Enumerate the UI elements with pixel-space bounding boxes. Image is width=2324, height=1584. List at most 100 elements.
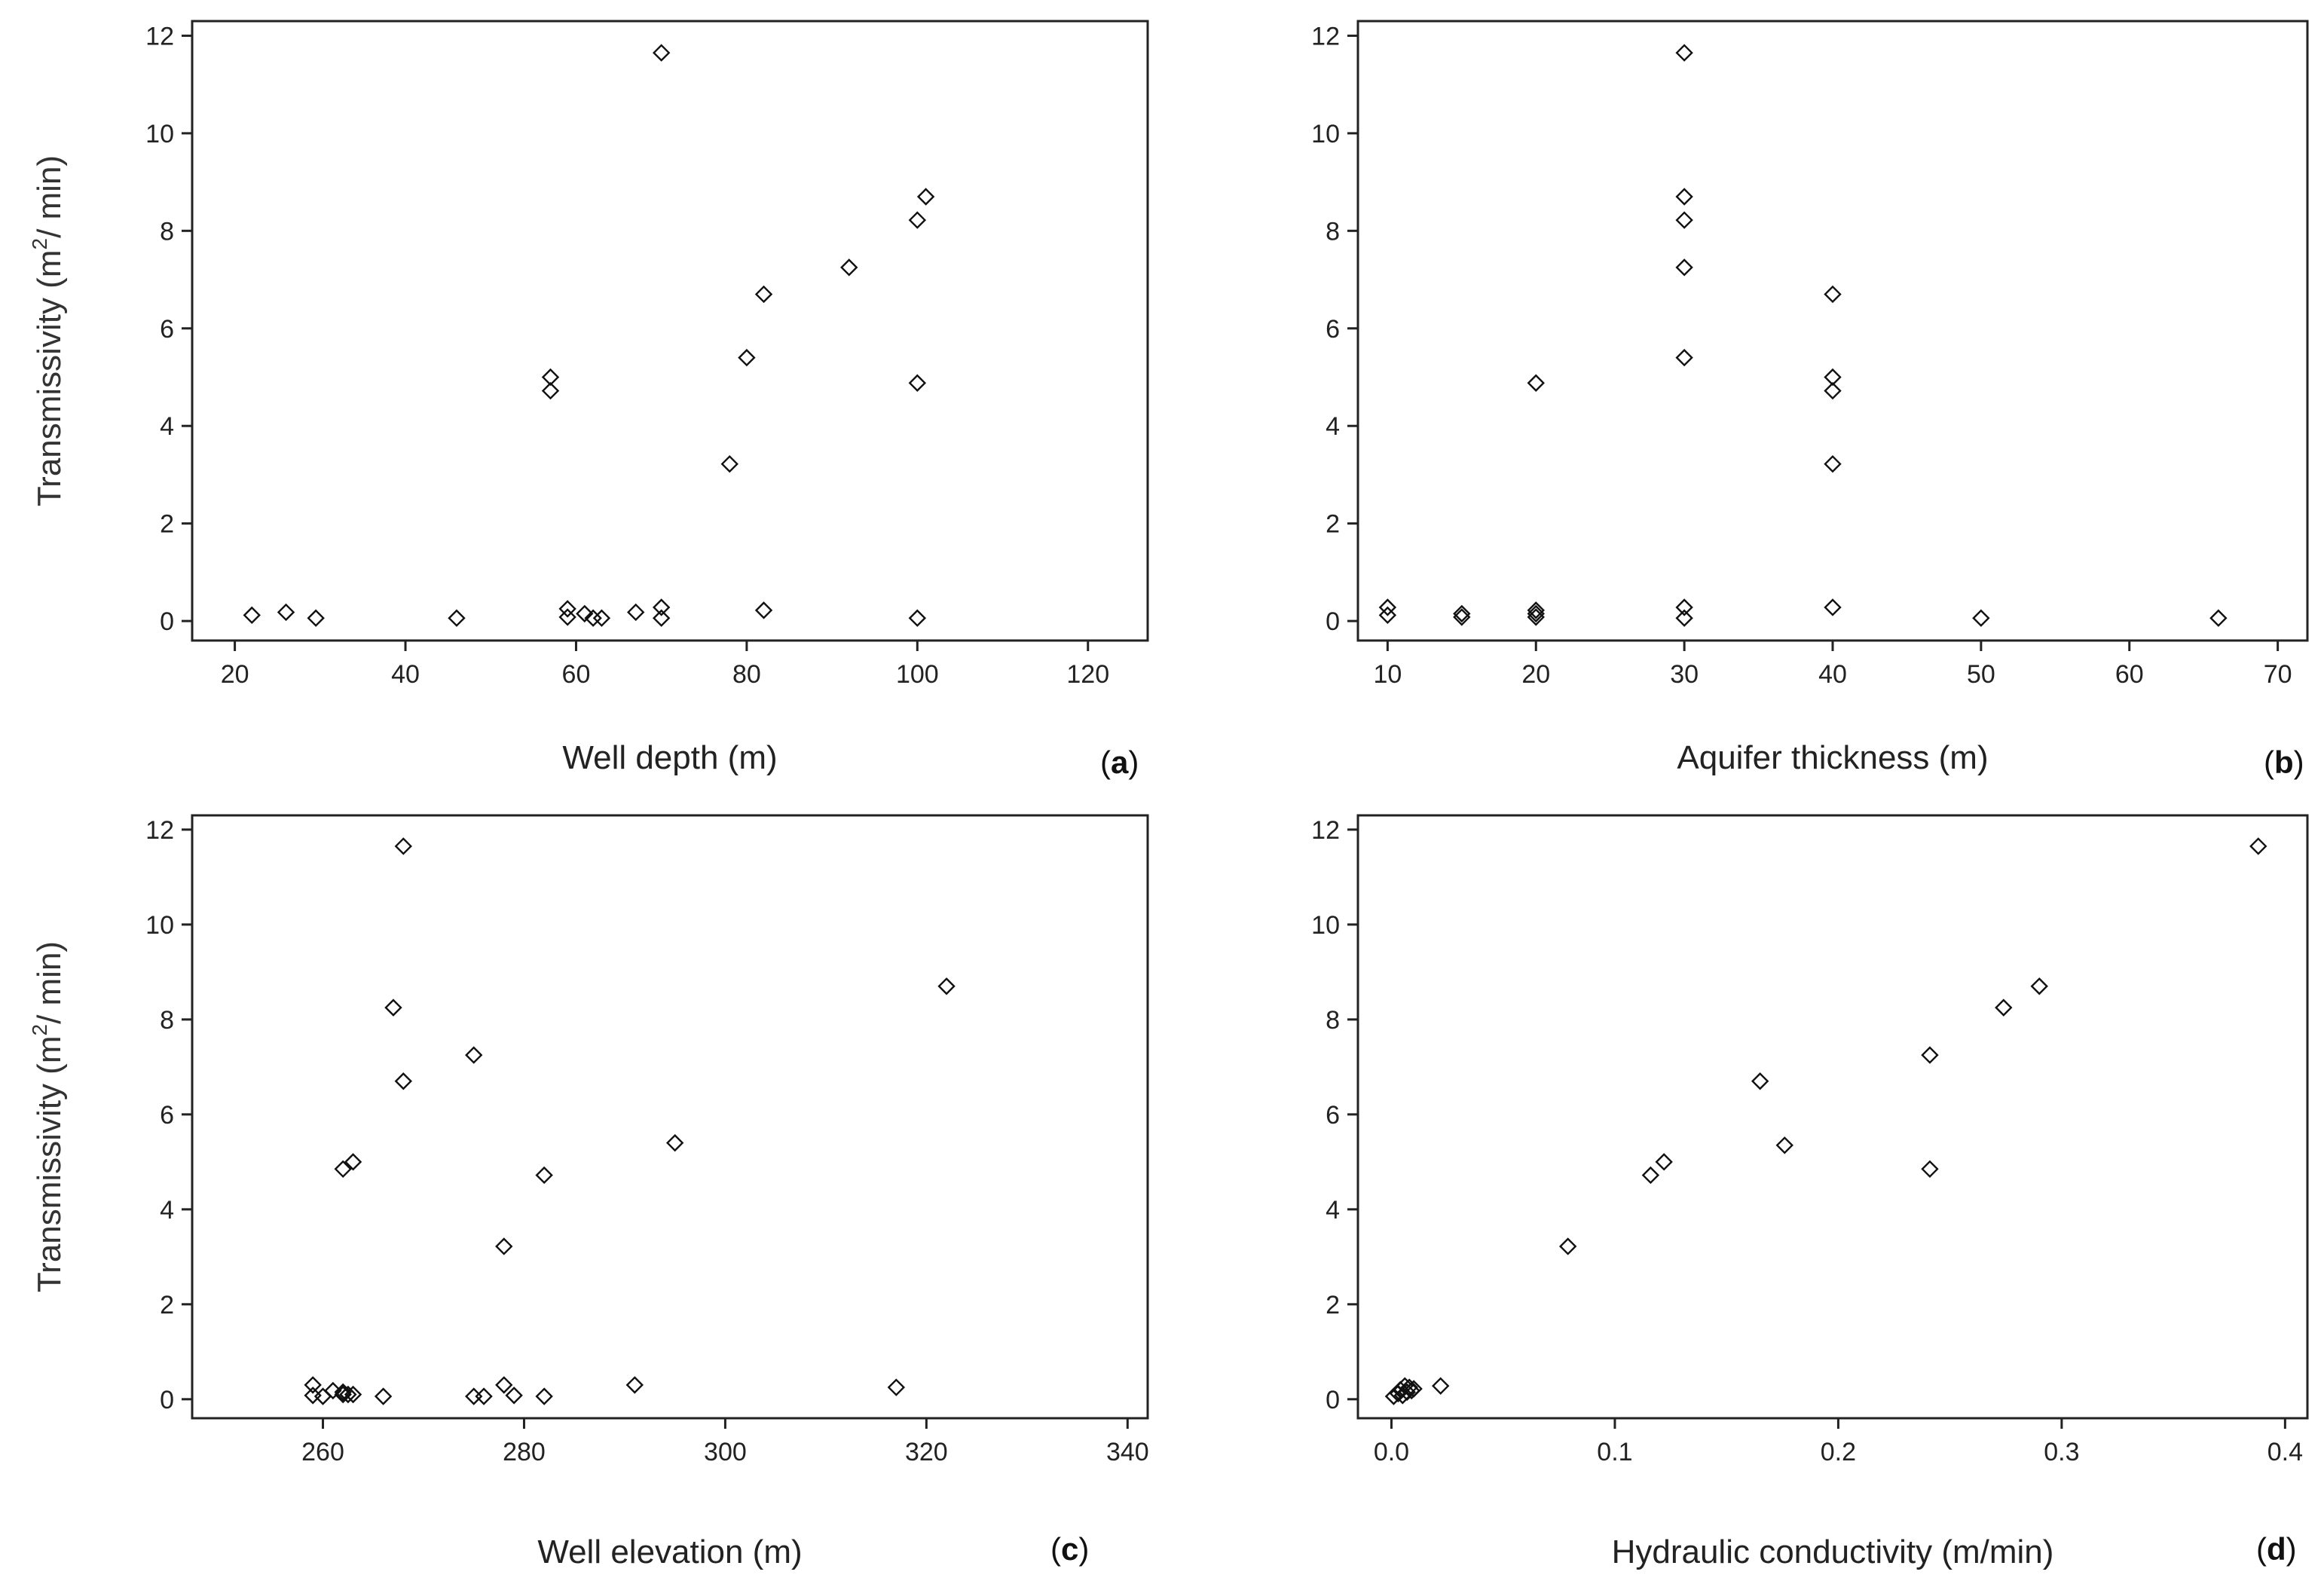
plot-frame	[1356, 814, 2309, 1420]
scatter-point	[374, 1387, 393, 1405]
scatter-point	[1396, 1377, 1414, 1395]
scatter-point	[625, 1376, 644, 1394]
scatter-point	[2030, 977, 2048, 995]
scatter-point	[243, 606, 261, 625]
x-tick-label: 0.3	[2044, 1438, 2079, 1466]
y-tick-label: 4	[160, 412, 174, 441]
marker-group	[1384, 837, 2267, 1405]
scatter-point	[1378, 598, 1397, 616]
scatter-point	[754, 285, 773, 304]
scatter-point	[1527, 374, 1545, 392]
y-tick-label: 6	[1326, 1101, 1340, 1130]
y-tick-label: 0	[160, 607, 174, 636]
x-tick-label: 40	[1818, 660, 1847, 689]
y-axis: 0 2 4 6 8 10 12	[145, 22, 192, 636]
scatter-point	[1675, 211, 1693, 229]
x-tick-label: 300	[704, 1438, 747, 1466]
x-tick-label: 340	[1106, 1438, 1149, 1466]
y-tick-label: 6	[160, 315, 174, 344]
scatter-point	[908, 211, 927, 229]
scatter-point	[1453, 604, 1471, 623]
scatter-point	[1675, 348, 1693, 367]
scatter-point	[937, 977, 956, 995]
y-tick-label: 12	[145, 22, 174, 50]
marker-group	[243, 44, 935, 627]
x-tick-label: 60	[562, 660, 591, 689]
scatter-point	[1431, 1377, 1450, 1395]
scatter-point	[754, 601, 773, 619]
marker-group	[304, 837, 956, 1405]
scatter-point	[1921, 1046, 1939, 1064]
scatter-point	[324, 1381, 342, 1400]
x-axis-title: Well depth (m)	[562, 739, 777, 776]
x-tick-label: 20	[1521, 660, 1550, 689]
scatter-point	[394, 837, 412, 855]
scatter-point	[505, 1387, 523, 1405]
y-axis-title-superscript: 2	[28, 1024, 51, 1036]
x-axis: 260 280 300 320 340	[301, 1418, 1149, 1466]
panel-label-letter: b	[2274, 745, 2294, 780]
scatter-point	[307, 609, 325, 627]
y-tick-label: 0	[1326, 1386, 1340, 1414]
y-axis-title-part: Transmissivity (m	[31, 250, 68, 507]
y-tick-label: 2	[1326, 510, 1340, 539]
scatter-point	[592, 609, 611, 627]
scatter-point	[576, 604, 594, 623]
scatter-point	[558, 608, 576, 626]
y-axis-title: Transmissivity (m2/ min)	[28, 941, 68, 1292]
scatter-point	[334, 1160, 352, 1178]
scatter-point	[535, 1387, 553, 1405]
y-tick-label: 8	[160, 217, 174, 246]
scatter-point	[304, 1387, 322, 1405]
panel-label-letter: d	[2267, 1531, 2286, 1567]
y-tick-label: 12	[1311, 22, 1340, 50]
x-tick-label: 0.4	[2267, 1438, 2303, 1466]
y-tick-label: 0	[160, 1386, 174, 1414]
x-tick-label: 60	[2115, 660, 2144, 689]
y-tick-label: 6	[1326, 315, 1340, 344]
scatter-point	[277, 603, 295, 622]
scatter-point	[558, 600, 576, 618]
scatter-point	[652, 598, 671, 616]
panel-label: (c)	[1050, 1531, 1089, 1567]
plot-frame	[191, 20, 1149, 642]
x-tick-label: 40	[391, 660, 420, 689]
scatter-point	[1824, 368, 1842, 387]
scatter-point	[1675, 598, 1693, 616]
x-tick-label: 20	[221, 660, 249, 689]
scatter-point	[541, 381, 560, 400]
y-tick-label: 4	[1326, 412, 1340, 441]
y-tick-label: 10	[145, 911, 174, 940]
scatter-point	[344, 1385, 362, 1404]
panel-d: 0 2 4 6 8 10 12 0.0 0.1 0.2 0.3 0.4 Hydraulic cond…	[1311, 814, 2309, 1570]
scatter-point	[652, 609, 671, 627]
scatter-point	[908, 609, 927, 627]
x-axis: 20 40 60 80 100 120	[221, 641, 1109, 689]
y-tick-label: 12	[145, 816, 174, 845]
scatter-point	[1972, 609, 1990, 627]
scatter-point	[627, 603, 645, 622]
x-tick-label: 120	[1066, 660, 1109, 689]
panel-label-letter: c	[1061, 1531, 1078, 1567]
y-tick-label: 10	[1311, 911, 1340, 940]
x-tick-label: 260	[301, 1438, 344, 1466]
scatter-point	[541, 368, 560, 387]
scatter-point	[840, 258, 858, 277]
scatter-point	[448, 609, 466, 627]
scatter-point	[465, 1046, 483, 1064]
scatter-point	[1378, 606, 1397, 625]
x-tick-label: 320	[905, 1438, 948, 1466]
scatter-point	[1675, 258, 1693, 277]
scatter-point	[344, 1153, 362, 1171]
scatter-point	[1655, 1153, 1673, 1171]
x-tick-label: 10	[1373, 660, 1402, 689]
x-tick-label: 70	[2264, 660, 2292, 689]
panel-label: (d)	[2256, 1531, 2297, 1567]
scatter-point	[1527, 604, 1545, 623]
plot-frame	[191, 814, 1149, 1420]
y-tick-label: 10	[145, 120, 174, 148]
x-axis-title: Aquifer thickness (m)	[1677, 739, 1988, 776]
scatter-point	[339, 1385, 357, 1404]
y-tick-label: 2	[160, 1291, 174, 1319]
x-tick-label: 280	[503, 1438, 546, 1466]
